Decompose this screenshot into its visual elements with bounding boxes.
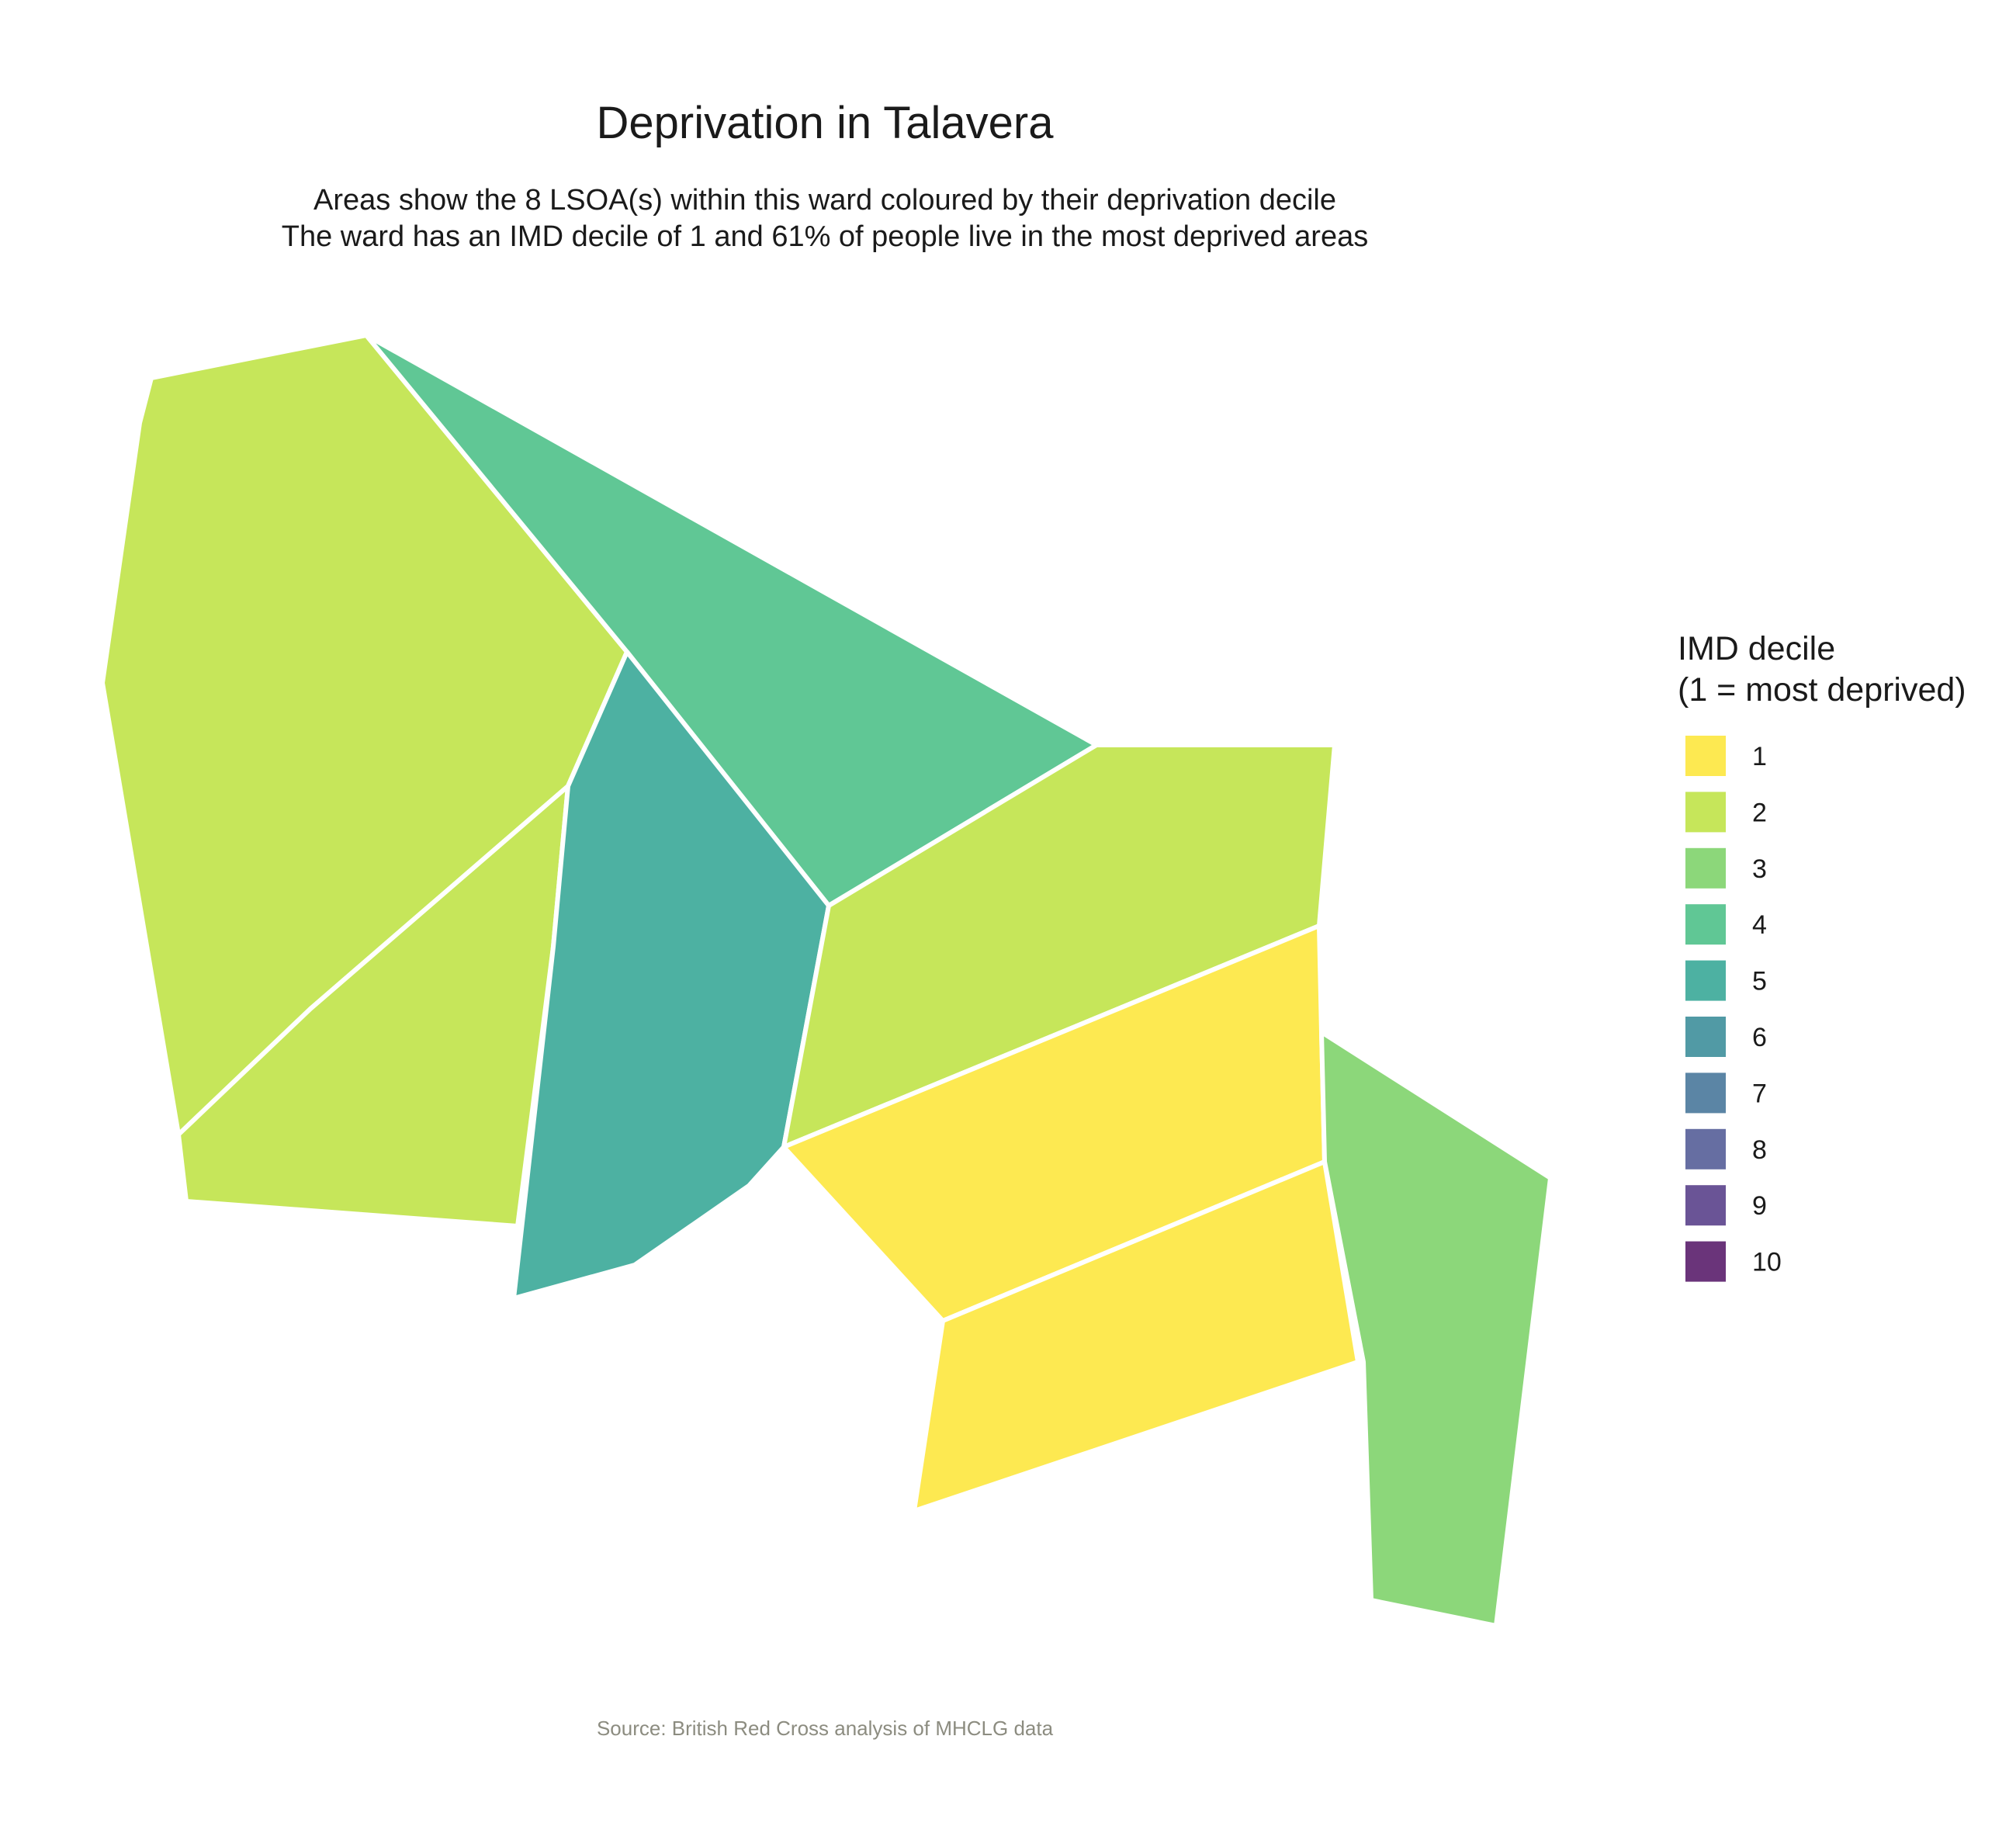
legend-label-8: 8 [1752,1135,1767,1165]
legend-label-5: 5 [1752,967,1767,996]
legend: IMD decile (1 = most deprived) 1 2 3 4 5 6 7 8 9… [1678,630,1966,1282]
lsoa-areas [100,333,1553,1628]
legend-title-line-2: (1 = most deprived) [1678,671,1966,709]
legend-swatch-8 [1685,1128,1726,1169]
legend-label-6: 6 [1752,1023,1767,1052]
map-title: Deprivation in Talavera [597,98,1055,148]
lsoa-area-southeast [1319,1030,1553,1628]
legend-title-line-1: IMD decile [1678,630,1835,667]
legend-swatch-1 [1685,736,1726,776]
legend-swatch-9 [1685,1185,1726,1226]
legend-label-9: 9 [1752,1191,1767,1221]
lsoa-area-east [781,743,1337,1149]
legend-label-7: 7 [1752,1079,1767,1108]
legend-label-3: 3 [1752,854,1767,884]
legend-swatch-7 [1685,1072,1726,1114]
legend-swatch-2 [1685,792,1726,833]
source-caption: Source: British Red Cross analysis of MH… [597,1717,1054,1740]
legend-swatch-10 [1685,1241,1726,1282]
legend-label-1: 1 [1752,742,1767,771]
legend-swatch-5 [1685,960,1726,1001]
legend-swatch-3 [1685,847,1726,889]
legend-items: 1 2 3 4 5 6 7 8 9 10 [1685,736,1782,1282]
map-subtitle-line-1: Areas show the 8 LSOA(s) within this war… [313,184,1336,217]
legend-label-4: 4 [1752,910,1767,940]
legend-swatch-4 [1685,904,1726,945]
lsoa-area-south [912,1159,1360,1513]
legend-label-10: 10 [1752,1248,1782,1277]
map-subtitle-line-2: The ward has an IMD decile of 1 and 61% … [282,220,1368,253]
legend-swatch-6 [1685,1017,1726,1057]
legend-label-2: 2 [1752,798,1767,827]
